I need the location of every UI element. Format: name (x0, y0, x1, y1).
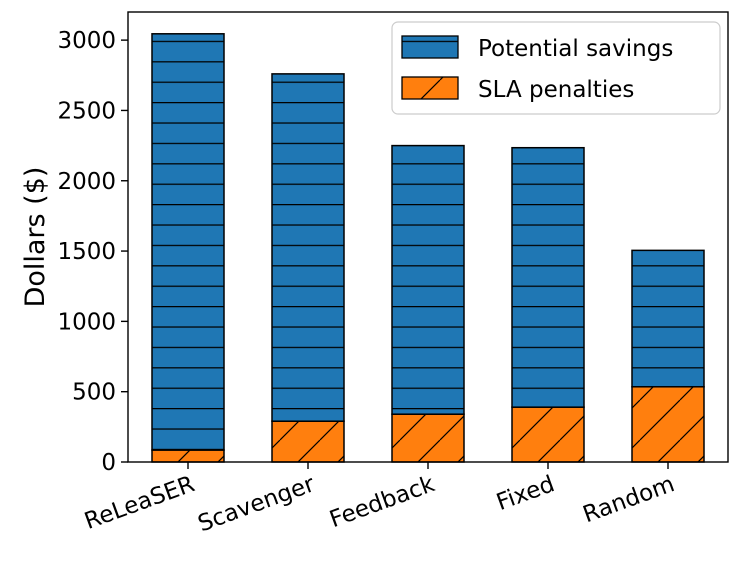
legend-swatch-sla-penalties-hatch (402, 77, 458, 99)
legend-box (391, 21, 721, 115)
legend-label-sla-penalties: SLA penalties (478, 77, 634, 103)
bar-hatch-sla-penalties-fixed (511, 406, 585, 463)
x-tick-label-fixed: Fixed (493, 471, 558, 516)
bar-hatch-potential-savings-feedback (391, 144, 465, 415)
y-tick-label: 500 (72, 380, 116, 406)
bar-hatch-sla-penalties-random (631, 386, 705, 463)
plot-frame (127, 11, 729, 463)
bars-group (151, 33, 705, 463)
bar-hatch-sla-penalties-scavenger (271, 420, 345, 463)
legend-label-potential-savings: Potential savings (478, 36, 673, 62)
legend: Potential savings SLA penalties (391, 21, 721, 115)
y-axis: 0 500 1000 1500 2000 2500 3000 (57, 28, 128, 476)
legend-swatch-potential-savings-hatch (402, 36, 458, 58)
bar-hatch-potential-savings-random (631, 249, 705, 388)
x-tick-label-releaser: ReLeaSER (81, 471, 198, 535)
y-tick-label: 2000 (57, 169, 116, 195)
x-tick-label-feedback: Feedback (326, 471, 438, 533)
y-tick-label: 3000 (57, 28, 116, 54)
x-tick-label-scavenger: Scavenger (195, 471, 319, 537)
x-tick-label-random: Random (580, 471, 678, 528)
bar-hatch-potential-savings-fixed (511, 146, 585, 408)
y-tick-label: 1000 (57, 309, 116, 335)
y-tick-label: 2500 (57, 98, 116, 124)
y-axis-label: Dollars ($) (20, 167, 51, 308)
y-tick-label: 1500 (57, 239, 116, 265)
bar-hatch-sla-penalties-releaser (151, 449, 225, 463)
bar-hatch-potential-savings-scavenger (271, 73, 345, 422)
bar-hatch-potential-savings-releaser (151, 33, 225, 451)
bar-hatch-sla-penalties-feedback (391, 413, 465, 463)
y-tick-label: 0 (101, 450, 116, 476)
